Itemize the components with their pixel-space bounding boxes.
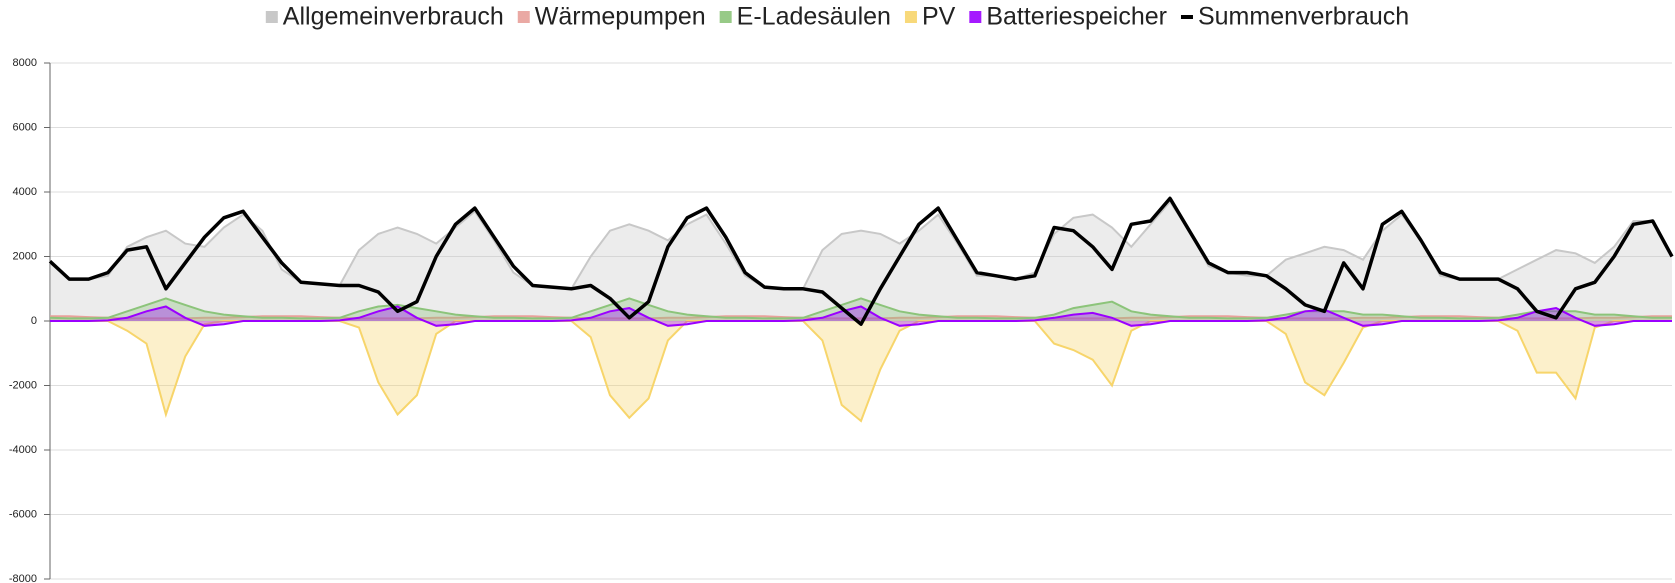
y-tick-label: 8000 bbox=[13, 57, 37, 69]
legend-label: Batteriespeicher bbox=[986, 3, 1167, 31]
legend-symbol bbox=[265, 11, 278, 23]
y-tick-label: -2000 bbox=[9, 379, 37, 391]
area-fill bbox=[50, 321, 1672, 421]
y-tick-label: 6000 bbox=[13, 121, 37, 133]
y-tick-label: -6000 bbox=[9, 508, 37, 520]
y-tick-label: 4000 bbox=[13, 186, 37, 198]
legend-item: Summenverbrauch bbox=[1180, 3, 1409, 31]
legend-symbol bbox=[969, 11, 982, 23]
y-tick-label: 0 bbox=[31, 315, 37, 327]
legend-item: Wärmepumpen bbox=[517, 3, 706, 31]
legend-label: Wärmepumpen bbox=[535, 3, 706, 31]
legend-item: PV bbox=[904, 3, 956, 31]
legend-item: E-Ladesäulen bbox=[719, 3, 891, 31]
legend-label: PV bbox=[922, 3, 956, 31]
legend-symbol bbox=[517, 11, 530, 23]
line bbox=[48, 196, 1674, 326]
area-fill bbox=[50, 201, 1672, 321]
legend-symbol bbox=[719, 11, 732, 23]
legend-symbol bbox=[904, 11, 917, 23]
y-tick-label: 2000 bbox=[13, 250, 37, 262]
legend: Allgemeinverbrauch Wärmepumpen E-Ladesäule… bbox=[265, 3, 1409, 31]
area-line bbox=[49, 297, 1672, 320]
area-line bbox=[50, 305, 1672, 327]
legend-label: Allgemeinverbrauch bbox=[283, 3, 504, 31]
legend-label: E-Ladesäulen bbox=[737, 3, 891, 31]
legend-item: Batteriespeicher bbox=[969, 3, 1167, 31]
y-tick-label: -4000 bbox=[9, 444, 37, 456]
legend-symbol bbox=[1180, 15, 1193, 19]
legend-item: Allgemeinverbrauch bbox=[265, 3, 504, 31]
y-tick-label: -8000 bbox=[9, 573, 37, 583]
legend-label: Summenverbrauch bbox=[1198, 3, 1409, 31]
